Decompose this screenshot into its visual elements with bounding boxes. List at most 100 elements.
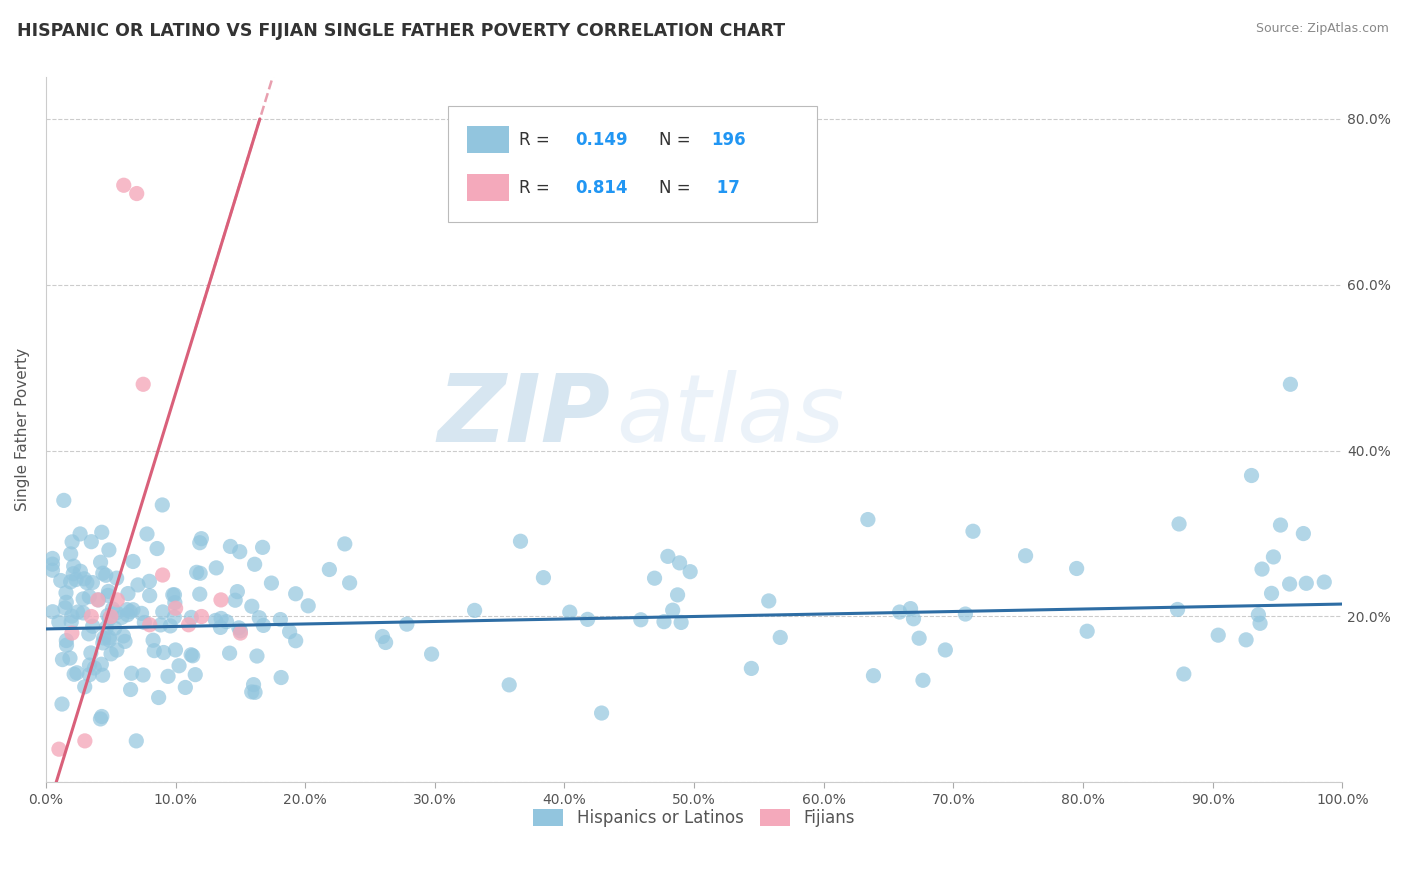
Point <box>188 587 211 601</box>
Point <box>769 631 792 645</box>
Point <box>184 667 207 681</box>
Point <box>1270 518 1292 533</box>
FancyBboxPatch shape <box>467 174 509 201</box>
Point <box>59 574 82 589</box>
Point <box>374 635 396 649</box>
Point <box>204 614 226 628</box>
Point <box>138 574 160 589</box>
Point <box>174 681 197 695</box>
Point <box>96 621 118 635</box>
Point <box>100 609 122 624</box>
Point <box>132 668 155 682</box>
Point <box>55 586 77 600</box>
Point <box>138 617 160 632</box>
Point <box>163 588 186 602</box>
Point <box>97 588 120 602</box>
Point <box>148 690 170 705</box>
Point <box>856 512 879 526</box>
Point <box>134 615 156 630</box>
Point <box>76 575 98 590</box>
Point <box>82 619 104 633</box>
Point <box>89 712 111 726</box>
Point <box>152 646 174 660</box>
Point <box>163 596 186 610</box>
Point <box>97 584 120 599</box>
Point <box>149 618 172 632</box>
Point <box>900 601 922 615</box>
Point <box>91 566 114 581</box>
Point <box>125 734 148 748</box>
Point <box>188 566 211 581</box>
Point <box>229 626 252 640</box>
Point <box>209 611 232 625</box>
Point <box>652 615 675 629</box>
Point <box>150 498 173 512</box>
Point <box>862 668 884 682</box>
Text: N =: N = <box>659 131 696 149</box>
Point <box>181 648 204 663</box>
Point <box>122 554 145 568</box>
Point <box>59 547 82 561</box>
Point <box>101 602 124 616</box>
Point <box>73 734 96 748</box>
Point <box>90 709 112 723</box>
Point <box>98 631 121 645</box>
Point <box>90 555 112 569</box>
Point <box>903 612 925 626</box>
Point <box>52 493 75 508</box>
Point <box>252 541 274 555</box>
Point <box>127 578 149 592</box>
FancyBboxPatch shape <box>449 105 817 222</box>
Point <box>630 613 652 627</box>
Point <box>53 601 76 615</box>
Point <box>105 606 128 620</box>
Point <box>97 608 120 623</box>
Point <box>284 633 307 648</box>
Point <box>90 525 112 540</box>
Point <box>91 636 114 650</box>
Point <box>229 544 252 558</box>
Point <box>243 558 266 572</box>
Point <box>509 534 531 549</box>
Point <box>69 564 91 578</box>
Point <box>215 615 238 629</box>
Point <box>1076 624 1098 639</box>
Point <box>79 658 101 673</box>
Point <box>661 603 683 617</box>
Point <box>72 591 94 606</box>
Point <box>1168 516 1191 531</box>
Point <box>758 594 780 608</box>
Point <box>79 590 101 604</box>
Point <box>260 576 283 591</box>
Point <box>157 669 180 683</box>
Point <box>180 610 202 624</box>
Point <box>41 557 63 571</box>
Point <box>252 618 274 632</box>
Text: R =: R = <box>519 179 555 197</box>
Point <box>100 647 122 661</box>
Point <box>55 595 77 609</box>
Point <box>908 631 931 645</box>
Point <box>644 571 666 585</box>
Point <box>65 573 87 587</box>
Point <box>159 619 181 633</box>
Point <box>51 697 73 711</box>
Point <box>120 682 142 697</box>
Point <box>112 178 135 193</box>
Point <box>247 611 270 625</box>
Point <box>66 605 89 619</box>
Point <box>190 609 212 624</box>
Point <box>1206 628 1229 642</box>
Point <box>1295 576 1317 591</box>
Text: R =: R = <box>519 131 555 149</box>
Point <box>59 651 82 665</box>
Point <box>117 586 139 600</box>
Point <box>63 667 86 681</box>
Point <box>1247 607 1270 622</box>
Point <box>226 584 249 599</box>
Point <box>657 549 679 564</box>
Point <box>82 575 104 590</box>
Point <box>48 742 70 756</box>
Point <box>1240 468 1263 483</box>
Point <box>122 603 145 617</box>
